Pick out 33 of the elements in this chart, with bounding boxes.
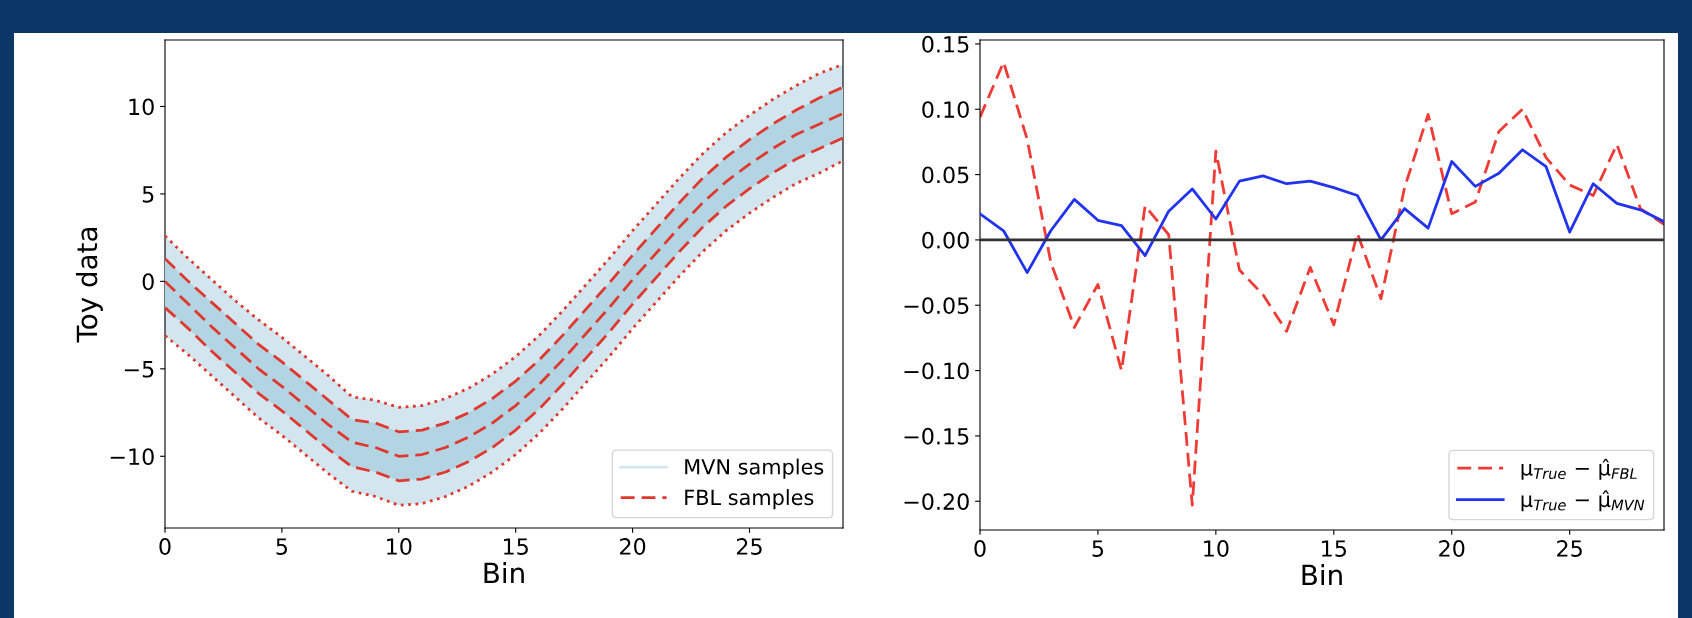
y-tick-label: −10 — [110, 448, 154, 466]
y-tick-label: −0.10 — [904, 362, 969, 380]
line-series — [980, 148, 1664, 274]
y-axis-title: Toy data — [75, 227, 103, 343]
x-axis-title: Bin — [1302, 564, 1342, 586]
x-axis-title: Bin — [484, 562, 524, 584]
y-tick-label: 0.10 — [922, 101, 969, 119]
y-tick-label: −0.20 — [904, 493, 969, 511]
legend-label: μ$_{True}$ − μ̂$_{FBL}$ — [1521, 458, 1637, 480]
y-tick-label: 0 — [142, 273, 154, 291]
y-tick-label: 0.05 — [922, 166, 969, 184]
x-tick-label: 25 — [1557, 540, 1582, 557]
y-tick-label: 10 — [129, 98, 154, 116]
x-tick-label: 10 — [1204, 540, 1229, 557]
legend-label: μ$_{True}$ − μ̂$_{MVN}$ — [1521, 490, 1645, 512]
x-tick-label: 20 — [1439, 540, 1465, 557]
y-tick-label: −0.15 — [904, 427, 969, 445]
x-tick-label: 5 — [276, 538, 288, 555]
x-tick-label: 15 — [1322, 540, 1346, 557]
y-tick-label: 5 — [142, 186, 154, 203]
x-tick-label: 5 — [1092, 540, 1104, 557]
legend-label: MVN samples — [685, 458, 824, 479]
x-tick-label: 10 — [387, 538, 412, 555]
x-tick-label: 15 — [503, 538, 528, 555]
y-tick-label: −5 — [124, 361, 154, 378]
x-tick-label: 0 — [974, 540, 986, 557]
y-tick-label: 0.00 — [922, 231, 969, 249]
y-tick-label: −0.05 — [904, 297, 969, 315]
x-tick-label: 0 — [159, 538, 171, 555]
x-tick-label: 25 — [736, 538, 762, 555]
y-tick-label: 0.15 — [922, 35, 969, 53]
x-tick-label: 20 — [620, 538, 646, 555]
legend-label: FBL samples — [685, 489, 814, 510]
